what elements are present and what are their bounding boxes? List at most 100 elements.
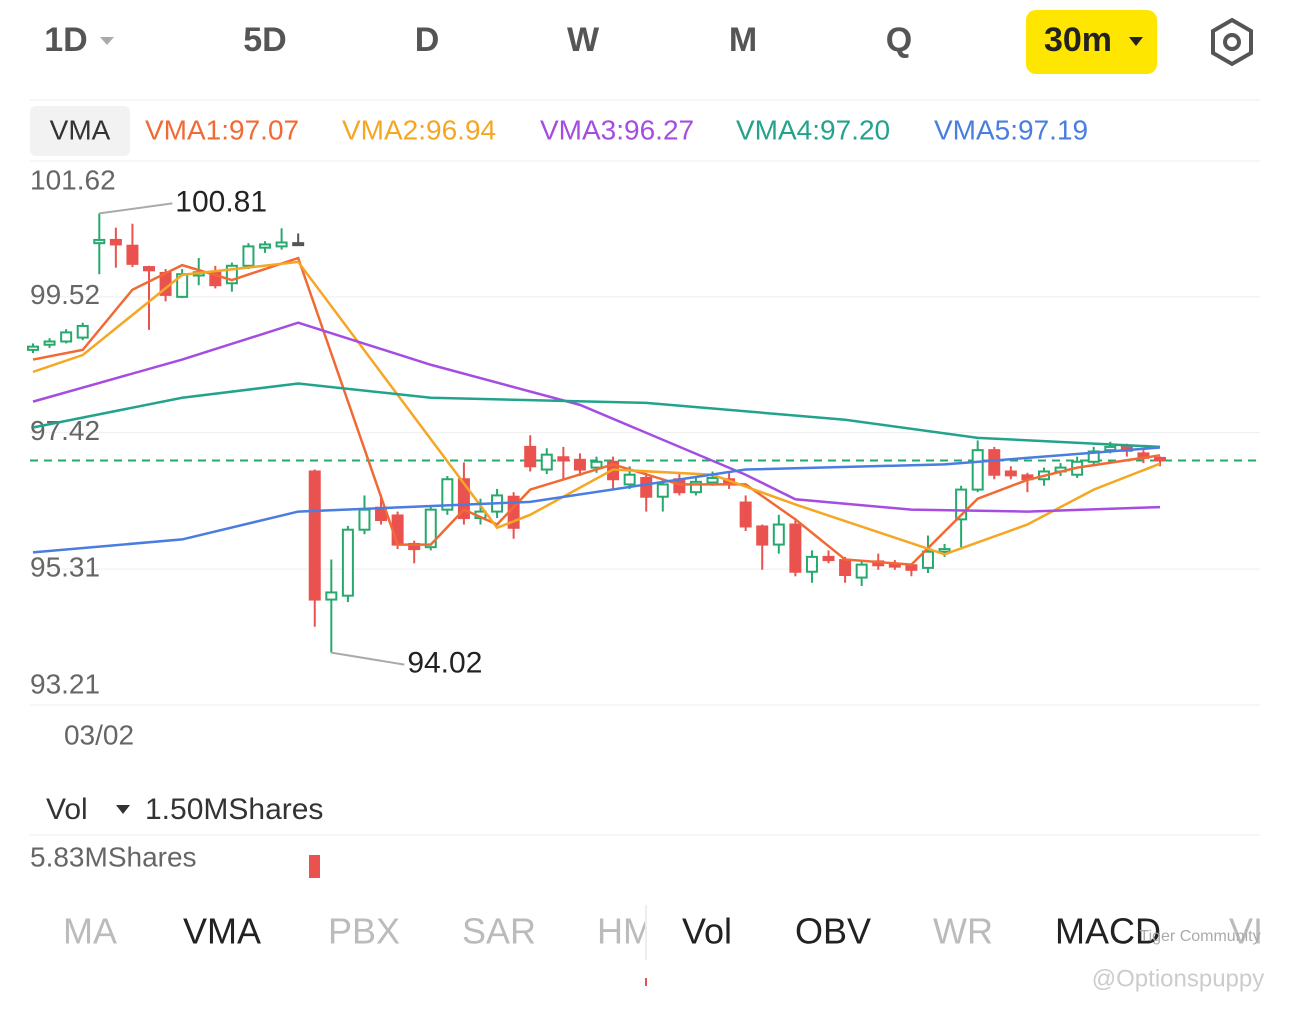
indicator-tab[interactable]: VMA — [183, 911, 261, 952]
indicator-badge[interactable] — [30, 106, 130, 156]
tab[interactable]: 5D — [243, 21, 286, 59]
indicator-tab[interactable]: VI — [1229, 911, 1263, 952]
candle-body — [225, 264, 238, 285]
candle-body — [805, 555, 818, 573]
legend-entry: VMA4:97.20 — [736, 114, 890, 145]
y-tick-label: 95.31 — [30, 552, 100, 583]
candle-body — [242, 245, 255, 267]
candle-body — [341, 528, 354, 597]
candle-body — [27, 345, 39, 351]
candle-body — [905, 564, 918, 571]
candle-body — [855, 563, 868, 579]
candle-body — [772, 523, 785, 546]
candle-body — [706, 476, 719, 484]
candle-body — [888, 563, 901, 568]
candle-body — [60, 331, 73, 343]
candle-body — [391, 514, 404, 546]
candle-body — [1104, 445, 1117, 452]
candle-body — [43, 340, 56, 346]
candle-body — [988, 449, 1001, 476]
indicator-name: VMA — [50, 114, 111, 145]
annotation-leader — [99, 202, 173, 215]
candle-body — [1004, 470, 1017, 477]
legend-entry: VMA1:97.07 — [145, 114, 299, 145]
candle-body — [524, 445, 537, 468]
candle-body — [656, 483, 669, 498]
candle-body — [126, 244, 139, 265]
candle-body — [839, 559, 852, 576]
watermark: @Optionspuppy — [1092, 965, 1264, 992]
candle-body — [93, 238, 106, 245]
legend-entry: VMA3:96.27 — [540, 114, 694, 145]
dropdown-icon — [1129, 37, 1143, 46]
candle-body — [457, 478, 470, 520]
dropdown-icon — [116, 805, 130, 814]
candle-body — [689, 480, 702, 494]
indicator-tab[interactable]: MA — [63, 911, 117, 952]
candle-body — [557, 456, 570, 462]
indicator-tab[interactable]: MACD — [1055, 911, 1161, 952]
candle-body — [292, 242, 305, 247]
volume-max: 5.83MShares — [30, 841, 197, 872]
vma-line — [32, 446, 1161, 554]
candle-body — [540, 453, 553, 471]
annotation-leader — [331, 651, 405, 666]
volume-name[interactable]: Vol — [46, 793, 88, 826]
candle-body — [275, 241, 288, 248]
legend-entry: VMA2:96.94 — [342, 114, 496, 145]
indicator-tab[interactable]: HM — [597, 911, 653, 952]
indicator-tab[interactable]: Vol — [682, 911, 732, 952]
candle-body — [1154, 456, 1166, 462]
annotation: 100.81 — [175, 185, 267, 218]
candle-body — [938, 548, 951, 553]
y-tick-label: 99.52 — [30, 279, 100, 310]
candle-body — [971, 449, 984, 491]
volume-bar — [309, 855, 320, 878]
candle-body — [789, 523, 802, 573]
tab[interactable]: W — [567, 21, 600, 59]
annotation: 94.02 — [407, 647, 482, 680]
watermark: Tiger Community — [1139, 928, 1260, 945]
candle-body — [325, 591, 338, 601]
candle-body — [640, 476, 653, 498]
vma-line — [32, 321, 1161, 513]
date-label: 03/02 — [64, 719, 134, 750]
candle-body — [822, 555, 835, 562]
candle-body — [1087, 450, 1100, 463]
candle-body — [143, 266, 156, 272]
candle-body — [623, 473, 636, 486]
tab[interactable]: D — [415, 21, 440, 59]
selected-tab-bg[interactable] — [1026, 10, 1157, 74]
candle-body — [955, 488, 968, 521]
vma-line — [32, 256, 1161, 566]
tab[interactable]: Q — [886, 21, 912, 59]
indicator-tab[interactable]: PBX — [328, 911, 400, 952]
candle-body — [441, 478, 454, 511]
indicator-tab[interactable]: WR — [933, 911, 993, 952]
selected-tab[interactable]: 30m — [1044, 21, 1112, 59]
volume-current: 1.50MShares — [145, 793, 323, 826]
settings-icon[interactable] — [1211, 17, 1253, 67]
tab[interactable]: M — [729, 21, 757, 59]
candle-body — [109, 238, 122, 246]
y-tick-label: 97.42 — [30, 415, 100, 446]
tab[interactable]: 1D — [44, 21, 87, 59]
indicator-tab[interactable]: SAR — [462, 911, 536, 952]
dropdown-icon — [100, 37, 114, 45]
candle-body — [739, 501, 752, 528]
candle-body — [358, 508, 371, 531]
candle-body — [259, 243, 272, 249]
y-tick-label: 101.62 — [30, 164, 116, 195]
candle-body — [921, 550, 934, 569]
legend-entry: VMA5:97.19 — [934, 114, 1088, 145]
candle-body — [76, 324, 89, 339]
indicator-tab[interactable]: OBV — [795, 911, 871, 952]
candle-body — [590, 460, 603, 469]
candle-body — [308, 470, 321, 601]
candle-body — [424, 508, 437, 549]
candle-body — [573, 458, 586, 471]
vma-line — [32, 260, 1161, 556]
candle-body — [756, 525, 769, 546]
